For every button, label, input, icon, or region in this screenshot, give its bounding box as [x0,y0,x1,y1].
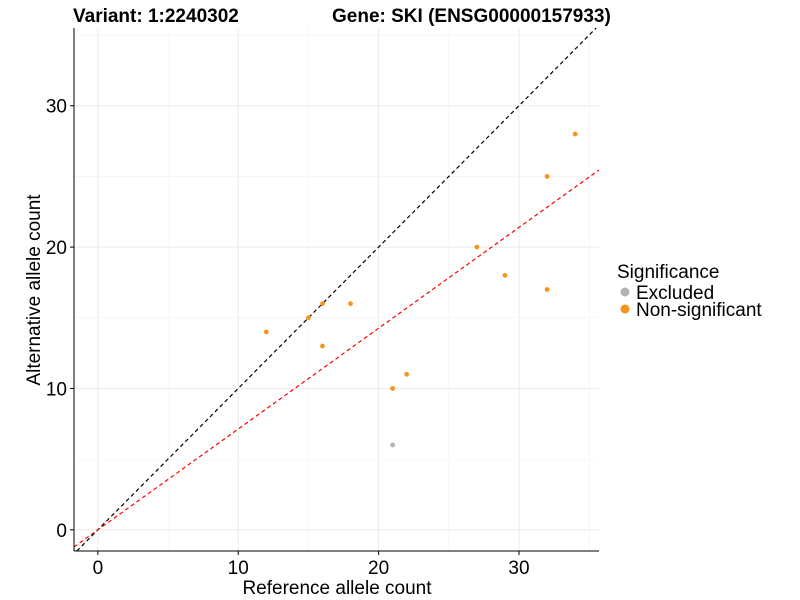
x-tick-label: 0 [93,558,104,579]
point-non-significant [544,174,550,179]
axes [70,28,599,555]
grid [74,28,599,551]
x-tick-label: 20 [368,558,389,579]
legend-key-excluded [620,287,630,297]
reference-line-identity [76,27,597,552]
legend-label-non-significant: Non-significant [636,300,762,321]
point-non-significant [263,329,269,335]
point-non-significant [474,244,480,250]
point-non-significant [404,371,410,377]
x-axis-label: Reference allele count [242,578,432,599]
point-non-significant [320,301,325,307]
point-non-significant [320,343,325,349]
y-tick-label: 20 [46,238,67,259]
y-tick-label: 10 [46,379,67,400]
variant-title: Variant: 1:2240302 [73,6,239,27]
y-tick-label: 30 [46,97,67,118]
tick-labels: 0 10 20 30 0 10 20 30 [46,97,530,579]
point-non-significant [544,287,550,292]
x-tick-label: 30 [508,558,529,579]
reference-line-fit [73,169,600,548]
legend-label-excluded: Excluded [636,283,714,304]
y-tick-label: 0 [56,521,67,542]
point-non-significant [572,131,578,137]
legend: Significance Excluded Non-significant [617,262,762,321]
point-non-significant [502,272,508,278]
legend-title: Significance [617,262,719,283]
y-axis-label: Alternative allele count [24,194,45,386]
point-non-significant [348,301,353,307]
legend-key-non-significant [620,304,630,314]
point-non-significant [306,315,311,321]
data-points [263,131,578,448]
reference-lines [73,27,600,552]
point-non-significant [390,386,396,391]
point-excluded [390,442,396,448]
gene-title: Gene: SKI (ENSG00000157933) [332,6,611,27]
x-tick-label: 10 [228,558,249,579]
